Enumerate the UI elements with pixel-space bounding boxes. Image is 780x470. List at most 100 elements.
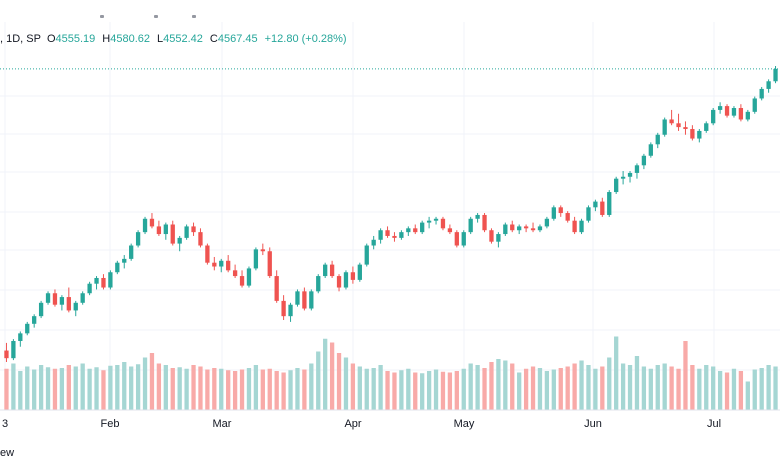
volume-bar [198,366,203,410]
x-tick-label: Feb [101,418,120,430]
close-value: 4567.45 [217,33,258,45]
volume-bar [142,357,148,410]
candle-body [523,226,529,229]
volume-bar [600,366,605,410]
candle-body [704,123,709,131]
candle-body [177,237,182,244]
volume-bar [406,368,411,410]
volume-bar [662,363,667,410]
candle-body [406,228,411,233]
candle-body [426,220,432,223]
volume-bar [420,373,425,410]
candle-body [295,291,300,305]
candle-body [496,234,501,242]
toolbar-handle[interactable] [192,15,196,18]
volume-bar [163,365,168,410]
candle-body [510,224,515,231]
volume-bar [80,363,85,410]
volume-bar [530,366,536,410]
volume-bar [45,367,51,410]
candle-body [690,129,695,139]
x-tick-label: Apr [344,418,361,430]
candle-body [302,291,307,309]
candle-body [4,350,9,359]
volume-bar [627,365,633,410]
x-tick-label: May [454,418,475,430]
candle-body [87,283,92,294]
candle-body [170,224,175,244]
volume-bar [135,364,141,410]
volume-bar [94,367,99,410]
candle-body [544,218,550,227]
volume-bar [38,365,44,410]
volume-bar [482,368,487,410]
volume-bar [586,365,591,410]
candle-body [697,130,702,139]
candle-body [94,277,99,284]
volume-bar [18,371,23,410]
candle-body [239,276,245,286]
volume-bar [66,365,71,410]
candle-body [530,228,536,231]
volume-bar [316,351,321,410]
volume-bar [309,363,314,410]
high-label: H [102,33,111,45]
candle-body [191,226,196,233]
candle-body [717,106,723,110]
volume-bar [122,362,127,410]
candle-body [212,262,217,267]
candle-body [683,127,688,130]
candle-body [600,201,605,215]
volume-bar [766,365,771,410]
candle-body [378,230,383,240]
candle-body [655,134,660,145]
toolbar-strip [0,0,780,22]
candle-body [25,323,30,334]
volume-bar [364,368,369,410]
candle-body [163,224,168,235]
candle-body [413,228,418,233]
volume-bar [496,359,501,410]
candle-body [634,165,640,173]
candle-body [662,119,667,135]
volume-bar [614,336,619,410]
candle-body [316,276,321,292]
candle-body [267,251,272,277]
volume-bar [676,368,681,410]
candle-body [641,155,647,166]
volume-bar [454,371,459,410]
volume-bar [426,371,432,410]
candle-body [669,119,674,124]
volume-bar [32,369,37,410]
volume-bar [239,369,245,410]
candle-body [281,300,286,317]
candle-body [66,297,71,311]
volume-bar [461,368,466,410]
volume-bar [655,365,660,410]
candle-body [122,258,127,263]
toolbar-handle[interactable] [100,15,104,18]
footer-text: ew [0,447,15,459]
candle-body [32,316,37,324]
candle-body [620,176,626,179]
candle-body [142,218,148,233]
volume-bar [634,356,640,410]
candle-body [433,218,439,221]
candle-body [773,68,778,82]
volume-bar [433,369,439,410]
close-label: C [209,33,218,45]
toolbar-handle[interactable] [154,15,158,18]
volume-bar [724,372,730,410]
volume-bar [288,370,293,410]
candle-body [364,245,369,265]
open-value: 4555.19 [55,33,96,45]
candle-body [246,268,252,286]
candle-body [648,144,653,156]
volume-bar [510,363,515,410]
candle-body [73,302,78,311]
volume-bar [731,368,737,410]
volume-bar [253,365,259,410]
volume-bar [558,368,563,410]
volume-bar [177,367,182,410]
